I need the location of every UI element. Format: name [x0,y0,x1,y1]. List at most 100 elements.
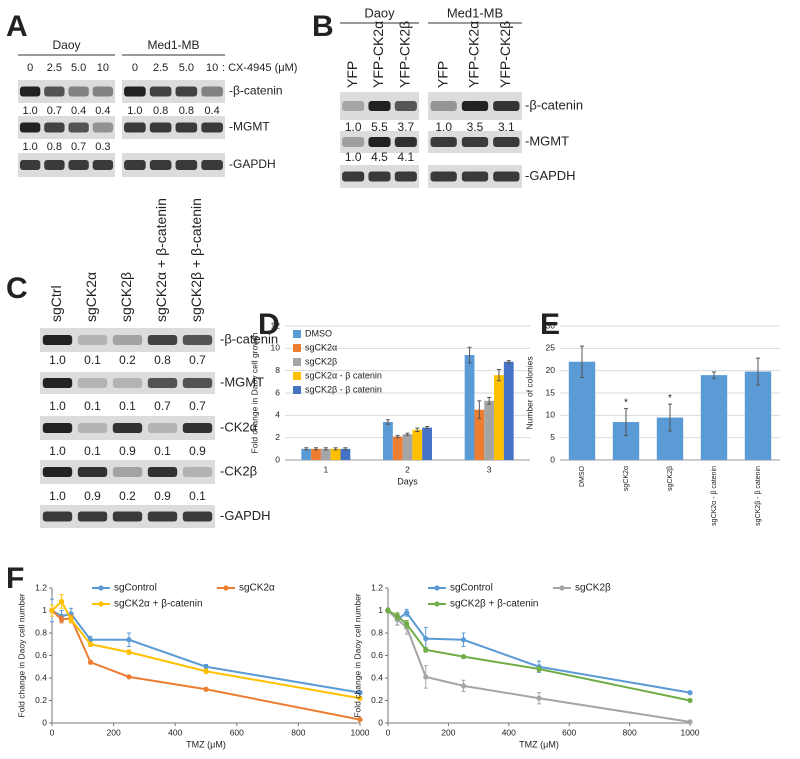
blot-band [68,122,89,133]
blot-band [19,86,41,97]
blot-band [182,511,213,522]
point [536,666,542,672]
blot-band [149,160,172,170]
error-bar [425,426,430,430]
y-tick-label: 0.6 [371,650,383,660]
y-tick-label: 0 [378,717,383,727]
x-tick-label: 400 [168,727,182,737]
bar [392,436,403,460]
point [357,690,363,696]
point [357,717,363,723]
y-tick-label: 5 [550,432,555,442]
bar [494,375,504,460]
point [87,659,94,665]
blot-band [493,171,520,182]
x-tick-label: 0 [386,727,391,737]
bar [484,400,495,460]
band-label: -β-catenin [229,84,283,98]
point [357,695,363,701]
legend-label: sgCK2α [239,583,275,594]
legend-label: sgControl [114,583,157,594]
legend-label: sgCK2α + β-catenin [114,599,203,610]
legend-marker [98,601,104,607]
quantification: 0.9 [119,444,136,458]
error-bar [314,447,319,451]
quantification: 0.2 [119,353,136,367]
error-bar [496,369,501,382]
quantification: 0.1 [84,444,101,458]
blot-band [182,378,213,388]
quantification: 0.8 [179,105,194,117]
quantification: 0.8 [154,353,171,367]
point [687,697,693,704]
bar [568,361,596,460]
blot-band [342,101,365,111]
point [68,616,74,623]
bar [412,429,423,460]
blot-band [493,101,520,111]
condition-label: : CX-4945 (μM) [222,62,297,74]
bar [700,375,728,460]
quantification: 3.7 [397,120,414,134]
blot-band [44,86,65,97]
error-bar [304,447,309,451]
quantification: 1.0 [49,399,66,413]
point [404,621,410,627]
quantification: 0.8 [47,141,62,153]
error-bar [395,434,400,439]
error-bar [323,447,328,451]
annotation: * [668,393,672,404]
lane-label: sgCK2β [118,272,134,322]
point [126,674,132,680]
quantification: 0.7 [154,399,171,413]
lane-label: sgCK2α + β-catenin [153,198,169,322]
lane-label: sgCtrl [48,285,64,322]
blot-band [42,423,73,433]
blot-band [42,335,73,345]
blot-band [430,137,457,147]
y-tick-label: 20 [546,365,556,375]
panel-label: C [6,272,28,305]
band-label: -MGMT [220,374,264,389]
y-tick-label: 0 [275,454,280,464]
quantification: 3.5 [467,120,484,134]
band-label: -β-catenin [525,97,583,112]
lane-label: sgCK2β + β-catenin [188,198,204,322]
y-tick-label: 1 [378,605,383,615]
series-line [387,609,691,702]
blot-band [77,467,108,477]
lane-label: sgCK2α [83,272,99,322]
blot-background [18,80,115,103]
bar [744,371,772,460]
group-header: Med1-MB [147,38,199,52]
legend-marker [559,585,565,591]
y-axis-label: Fold change in Daoy cell growth [249,332,259,453]
blot-band [44,122,65,133]
quantification: 0.9 [84,489,101,503]
quantification: 0.4 [204,105,219,117]
point [385,607,391,614]
error-bar [333,447,338,451]
lane-label: 5.0 [179,62,194,74]
quantification: 5.5 [371,120,388,134]
bar [330,448,341,460]
y-tick-label: 4 [275,410,280,420]
blot-band [461,101,489,111]
blot-band [92,160,114,170]
y-axis-label: Fold change in Daoy cell number [352,593,362,717]
y-tick-label: 1.2 [371,582,383,592]
quantification: 0.1 [189,489,206,503]
blot-band [394,101,417,111]
blot-band [201,160,223,170]
y-tick-label: 10 [546,410,556,420]
blot-background [18,116,115,139]
x-tick-label: 600 [562,727,576,737]
lane-label: YFP-CK2β [397,21,413,88]
quantification: 0.7 [47,105,62,117]
y-axis-label: Number of colonies [524,356,534,429]
band-label: -GAPDH [220,508,271,523]
quantification: 0.9 [189,444,206,458]
legend-swatch [293,386,301,394]
error-bar [487,396,492,405]
quantification: 0.8 [153,105,168,117]
